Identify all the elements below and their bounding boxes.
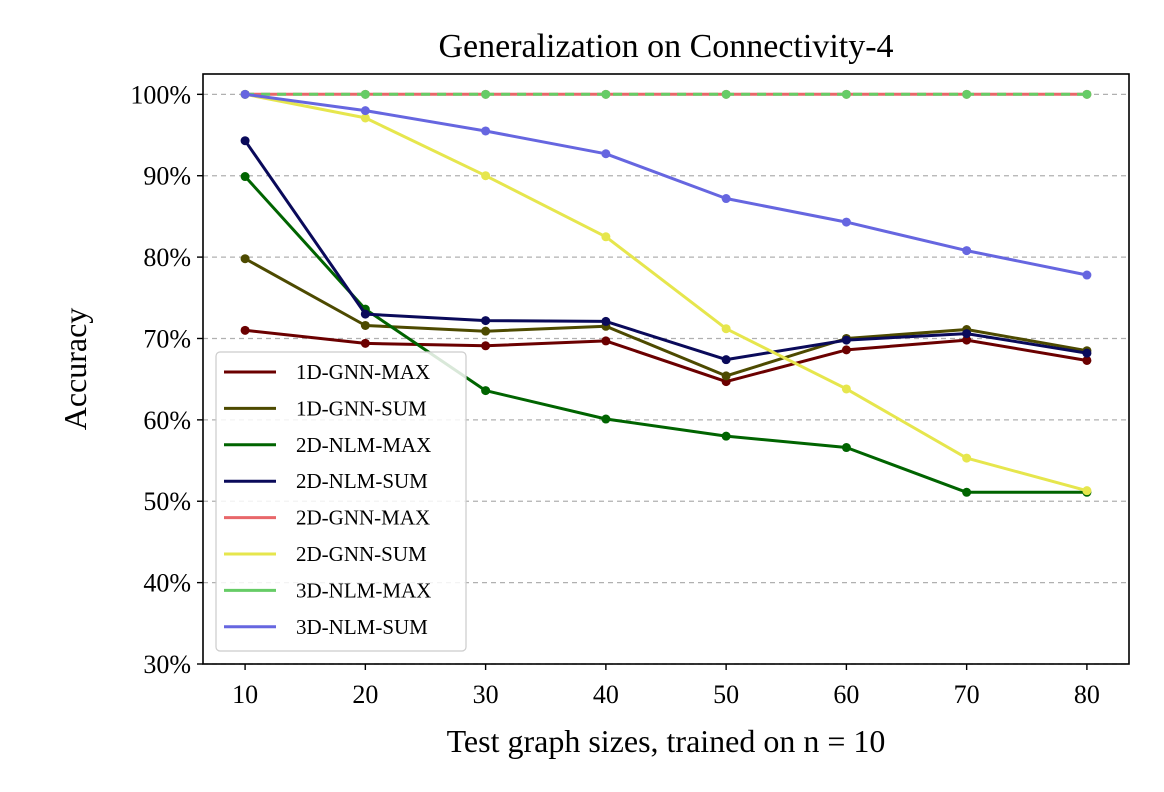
legend-item: 2D-GNN-MAX xyxy=(224,506,430,530)
legend-label: 2D-GNN-SUM xyxy=(296,542,427,566)
data-point xyxy=(481,341,491,351)
data-point xyxy=(721,431,731,441)
data-point xyxy=(962,487,972,497)
series-line xyxy=(244,92,1088,493)
series-3d-nlm-sum xyxy=(240,89,1092,280)
data-point xyxy=(841,335,851,345)
legend-label: 3D-NLM-SUM xyxy=(296,615,428,639)
data-point xyxy=(721,89,731,99)
legend-box xyxy=(215,351,467,652)
data-point xyxy=(962,453,972,463)
data-point xyxy=(1082,89,1092,99)
x-tick-label: 80 xyxy=(1074,680,1100,709)
data-point xyxy=(962,89,972,99)
data-point xyxy=(601,89,611,99)
x-tick-label: 20 xyxy=(352,680,378,709)
data-point xyxy=(721,194,731,204)
data-point xyxy=(962,335,972,345)
x-tick-label: 60 xyxy=(833,680,859,709)
y-tick-label: 40% xyxy=(143,569,191,598)
series-2d-gnn-sum xyxy=(240,89,1092,496)
data-point xyxy=(962,246,972,256)
chart-title: Generalization on Connectivity-4 xyxy=(438,28,893,65)
legend-label: 1D-GNN-SUM xyxy=(296,396,427,420)
data-point xyxy=(841,384,851,394)
data-point xyxy=(721,371,731,381)
legend-item: 2D-NLM-MAX xyxy=(224,433,431,457)
series-line xyxy=(243,139,1088,362)
data-point xyxy=(601,232,611,242)
data-point xyxy=(360,338,370,348)
data-point xyxy=(240,172,250,182)
legend-item: 2D-NLM-SUM xyxy=(224,469,428,493)
y-tick-label: 70% xyxy=(143,324,191,353)
y-tick-label: 30% xyxy=(143,650,191,679)
data-point xyxy=(481,316,491,326)
y-tick-label: 80% xyxy=(143,243,191,272)
data-point xyxy=(481,386,491,396)
legend-label: 2D-NLM-SUM xyxy=(296,469,428,493)
y-tick-label: 60% xyxy=(143,406,191,435)
data-point xyxy=(1082,355,1092,365)
data-point xyxy=(721,324,731,334)
x-tick-label: 10 xyxy=(232,680,258,709)
y-tick-label: 50% xyxy=(143,487,191,516)
data-point xyxy=(240,136,250,146)
data-point xyxy=(360,106,370,116)
legend-item: 1D-GNN-SUM xyxy=(224,396,427,420)
legend: 1D-GNN-MAX 1D-GNN-SUM 2D-NLM-MAX 2D-NLM-SUM… xyxy=(215,351,467,652)
series-3d-nlm-max xyxy=(240,89,1092,99)
series-2d-nlm-sum xyxy=(240,136,1092,365)
data-point xyxy=(360,320,370,330)
data-point xyxy=(240,325,250,335)
data-point xyxy=(481,126,491,136)
data-point xyxy=(601,336,611,346)
data-point xyxy=(360,309,370,319)
data-point xyxy=(601,414,611,424)
y-tick-label: 100% xyxy=(130,80,191,109)
y-tick-label: 90% xyxy=(143,162,191,191)
data-point xyxy=(1082,270,1092,280)
data-point xyxy=(240,254,250,264)
data-point xyxy=(240,89,250,99)
data-point xyxy=(601,149,611,159)
plot-frame xyxy=(202,73,1130,665)
data-point xyxy=(481,89,491,99)
data-point xyxy=(1082,348,1092,358)
legend-label: 2D-GNN-MAX xyxy=(296,506,430,530)
legend-item: 1D-GNN-MAX xyxy=(224,360,430,384)
x-tick-label: 70 xyxy=(954,680,980,709)
data-point xyxy=(962,329,972,339)
axis-ticks: 30% 40% 50% 60% 70% 80% 90% 100% 10 20 30 40 50 60 70 8… xyxy=(130,80,1100,709)
data-point xyxy=(481,171,491,181)
data-point xyxy=(481,326,491,336)
y-axis-label: Accuracy xyxy=(57,308,93,431)
x-tick-label: 30 xyxy=(473,680,499,709)
data-point xyxy=(601,316,611,326)
data-point xyxy=(841,443,851,453)
data-point xyxy=(360,113,370,123)
legend-label: 2D-NLM-MAX xyxy=(296,433,431,457)
data-point xyxy=(1082,486,1092,496)
legend-item: 3D-NLM-MAX xyxy=(224,578,431,602)
data-point xyxy=(841,89,851,99)
series-line xyxy=(244,92,1088,277)
series-line xyxy=(244,328,1088,384)
data-point xyxy=(360,89,370,99)
data-point xyxy=(841,217,851,227)
x-tick-label: 40 xyxy=(593,680,619,709)
series-line xyxy=(244,257,1088,378)
legend-label: 3D-NLM-MAX xyxy=(296,578,431,602)
series-line xyxy=(243,175,1087,494)
data-point xyxy=(841,345,851,355)
legend-item: 3D-NLM-SUM xyxy=(224,615,428,639)
legend-label: 1D-GNN-MAX xyxy=(296,360,430,384)
legend-item: 2D-GNN-SUM xyxy=(224,542,427,566)
x-tick-label: 50 xyxy=(713,680,739,709)
data-point xyxy=(721,355,731,365)
series-layer xyxy=(240,89,1092,497)
x-axis-label: Test graph sizes, trained on n = 10 xyxy=(447,723,886,759)
